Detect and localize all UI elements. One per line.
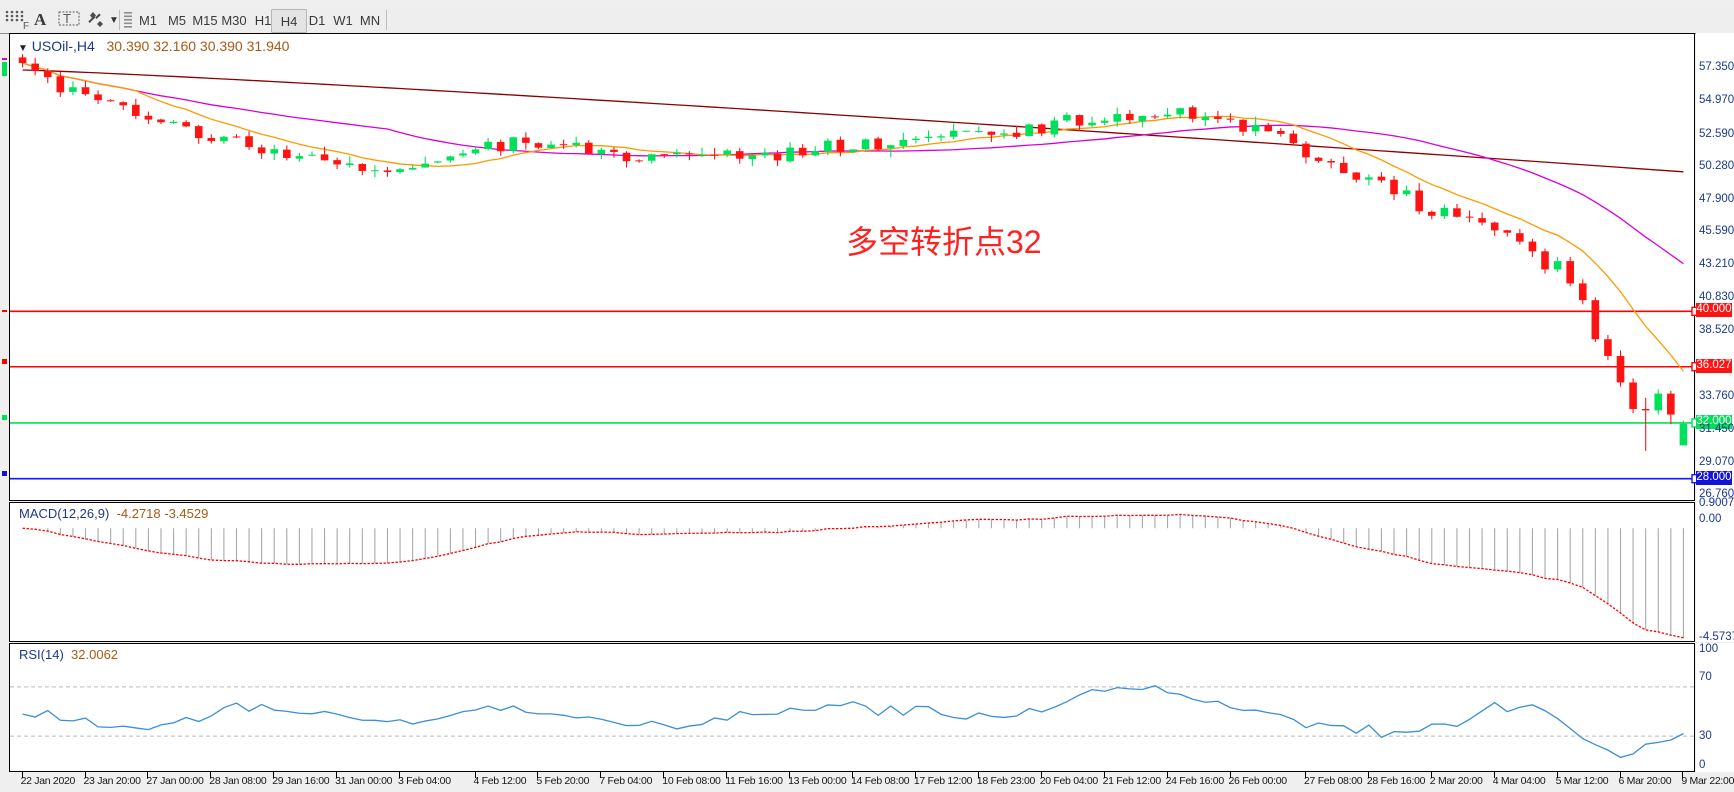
svg-text:多空转折点32: 多空转折点32 [846,224,1042,260]
svg-text:F: F [23,21,29,31]
svg-text:T: T [63,11,71,26]
